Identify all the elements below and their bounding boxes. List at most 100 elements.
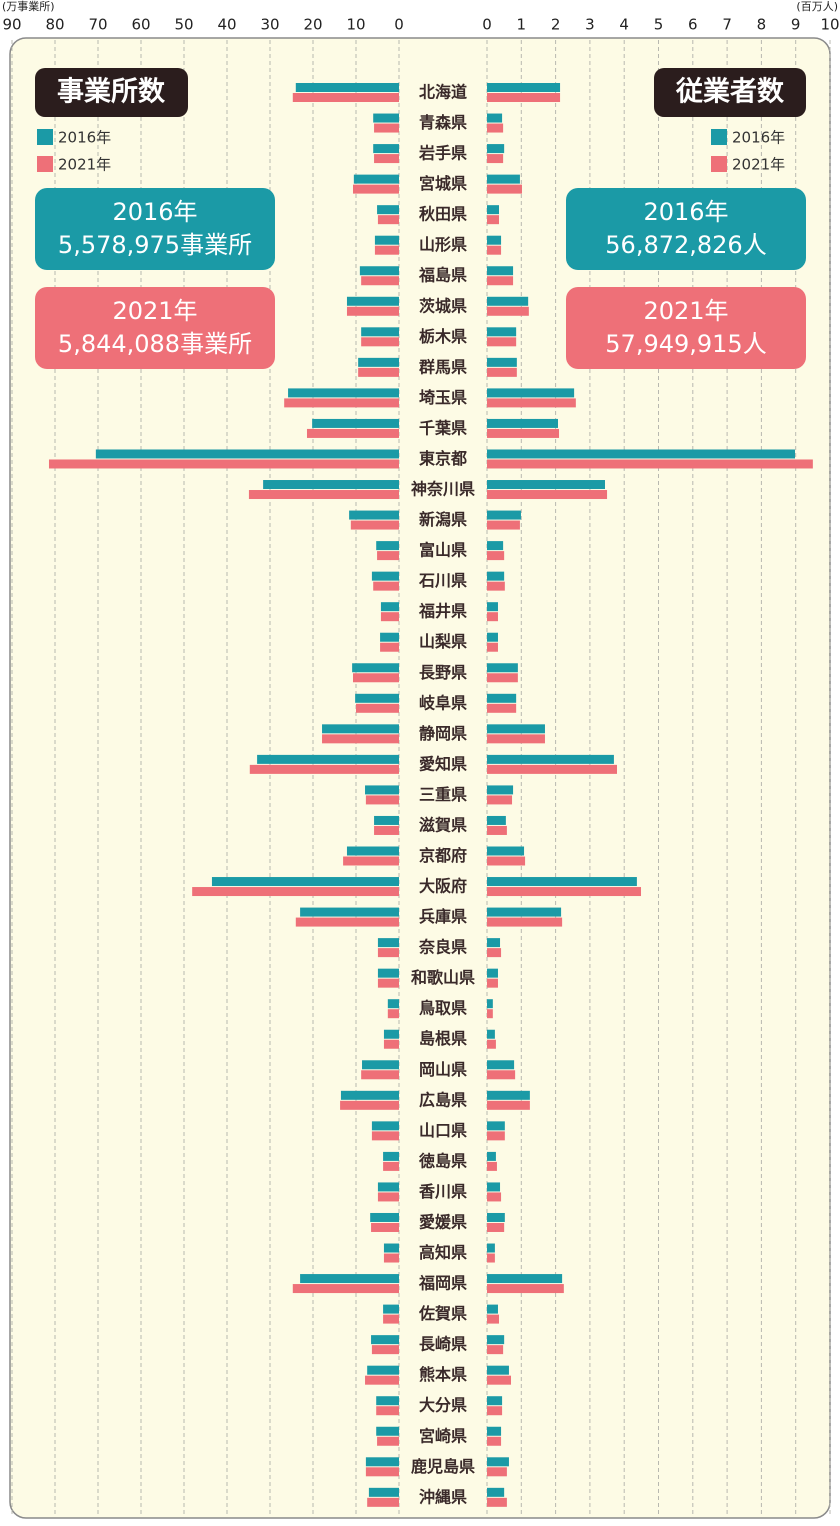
category-label: 兵庫県 — [419, 907, 467, 926]
bar — [487, 642, 498, 652]
x-tick-label: 90 — [2, 16, 21, 34]
x-tick-label: 6 — [688, 16, 698, 34]
bar — [487, 1365, 509, 1375]
bar — [377, 968, 399, 978]
bar — [487, 1497, 507, 1507]
bar — [487, 877, 637, 887]
bar — [487, 754, 614, 764]
bar — [371, 1222, 399, 1232]
bar — [487, 184, 522, 194]
bar — [487, 1426, 502, 1436]
bar — [361, 327, 399, 337]
bar — [487, 948, 502, 958]
bar — [487, 1212, 505, 1222]
bar — [487, 1253, 495, 1263]
bar — [371, 1121, 399, 1131]
bar — [487, 1396, 503, 1406]
bar — [371, 571, 399, 581]
bar — [487, 663, 518, 673]
bar — [192, 887, 399, 897]
category-label: 福岡県 — [418, 1274, 467, 1293]
category-label: 長崎県 — [419, 1335, 467, 1354]
total-box — [35, 188, 275, 270]
bar — [487, 907, 562, 917]
bar — [263, 480, 399, 490]
category-label: 宮城県 — [419, 174, 467, 193]
category-label: 石川県 — [418, 571, 467, 590]
bar — [487, 205, 500, 215]
bar — [487, 449, 796, 459]
x-tick-label: 0 — [394, 16, 404, 34]
bar — [377, 1192, 399, 1202]
bar — [346, 846, 399, 856]
category-label: 富山県 — [419, 541, 467, 560]
bar — [487, 123, 504, 133]
bar — [487, 581, 505, 591]
legend-swatch — [37, 156, 53, 172]
category-label: 沖縄県 — [419, 1487, 467, 1506]
bar — [487, 1222, 505, 1232]
bar — [487, 999, 493, 1009]
bar — [306, 428, 399, 438]
total-value: 5,578,975事業所 — [58, 231, 252, 259]
bar — [383, 1029, 399, 1039]
bar — [373, 144, 399, 154]
bar — [376, 541, 399, 551]
category-label: 鹿児島県 — [411, 1457, 475, 1476]
bar — [487, 673, 518, 683]
category-label: 愛媛県 — [419, 1212, 467, 1231]
bar — [211, 877, 399, 887]
bar — [487, 1314, 500, 1324]
bar — [487, 938, 501, 948]
x-tick-label: 3 — [585, 16, 595, 34]
category-label: 広島県 — [419, 1090, 467, 1109]
bar — [487, 1029, 495, 1039]
bar — [487, 1070, 516, 1080]
bar — [487, 602, 498, 612]
bar — [487, 1131, 505, 1141]
bar — [487, 306, 529, 316]
bar — [322, 724, 399, 734]
category-label: 北海道 — [419, 83, 467, 102]
bar — [353, 174, 399, 184]
bar — [383, 1253, 399, 1263]
bar — [487, 1009, 493, 1019]
bar — [358, 357, 399, 367]
bars — [48, 83, 813, 1507]
category-label: 山形県 — [419, 235, 467, 254]
category-label: 佐賀県 — [418, 1304, 467, 1323]
bar — [288, 388, 399, 398]
bar — [377, 551, 399, 561]
x-tick-label: 5 — [654, 16, 664, 34]
x-tick-label: 10 — [346, 16, 365, 34]
bar — [487, 1151, 496, 1161]
category-label: 岐阜県 — [419, 693, 467, 712]
bar — [349, 510, 399, 520]
x-tick-label: 10 — [820, 16, 839, 34]
bar — [295, 83, 399, 92]
bar — [487, 1274, 563, 1284]
bar — [487, 510, 521, 520]
bar — [383, 1151, 399, 1161]
bar — [346, 306, 399, 316]
category-label: 鳥取県 — [419, 999, 467, 1018]
bar — [312, 418, 399, 428]
category-label: 福島県 — [418, 266, 467, 285]
category-label: 熊本県 — [419, 1365, 467, 1384]
bar — [487, 520, 520, 530]
bar — [248, 490, 399, 500]
legend-label: 2021年 — [732, 156, 785, 174]
category-label: 大分県 — [419, 1396, 467, 1415]
bar — [340, 1090, 399, 1100]
bar — [487, 815, 506, 825]
bar — [487, 978, 498, 988]
bar — [487, 357, 517, 367]
bar — [377, 205, 399, 215]
bar — [292, 1284, 399, 1294]
category-label: 東京都 — [419, 449, 467, 468]
bar — [48, 459, 399, 469]
bar — [371, 1131, 399, 1141]
bar — [487, 490, 608, 500]
